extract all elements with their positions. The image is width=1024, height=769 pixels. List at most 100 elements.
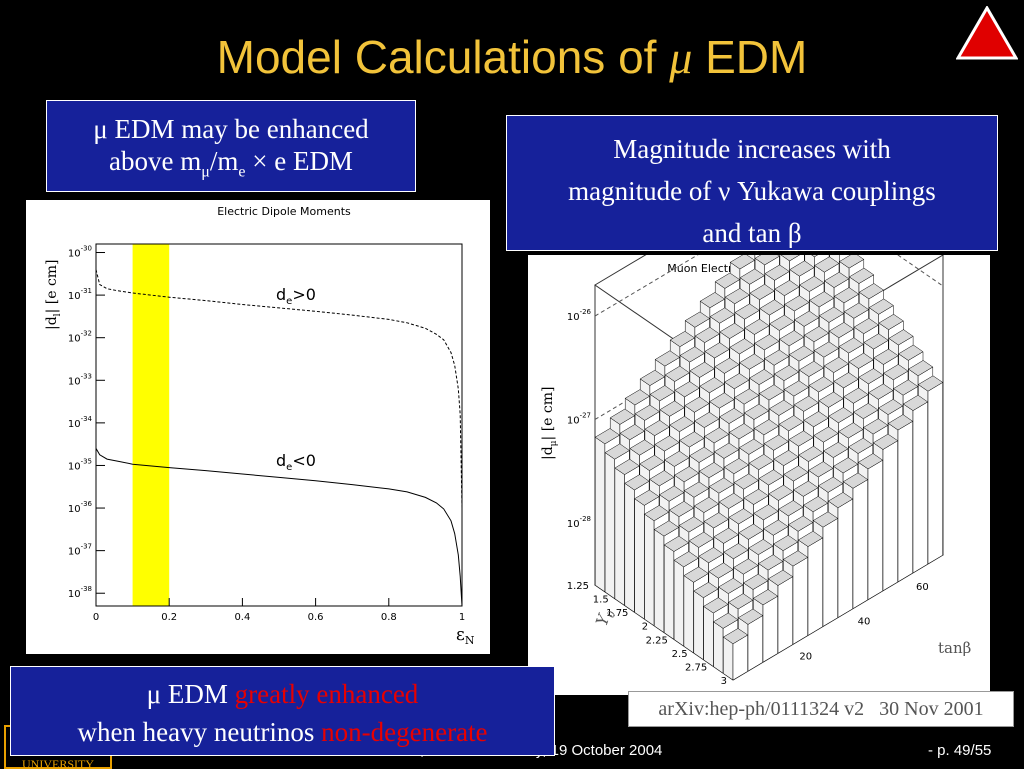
- lego-bar-face: [828, 322, 855, 339]
- lego-bar-face: [704, 427, 730, 444]
- lego-bar-face: [714, 272, 741, 289]
- chart1-title: Electric Dipole Moments: [217, 205, 351, 218]
- lego-bar-face: [784, 295, 810, 312]
- lego-bar-face: [744, 318, 770, 335]
- lego-bar-face: [604, 443, 630, 460]
- y-tick-label: 2.25: [646, 635, 668, 646]
- y-tick-label: 10-35: [68, 457, 92, 472]
- lego-bar-face: [868, 298, 894, 315]
- lego-bar-face: [639, 454, 665, 471]
- lego-bar-face: [698, 547, 724, 564]
- lego-bar-face: [812, 511, 839, 528]
- lego-bar-face: [863, 333, 889, 350]
- lego-bar-face: [743, 403, 770, 420]
- lego-bar-face: [594, 436, 606, 593]
- lego-bar-face: [752, 589, 779, 606]
- lego-bar-face: [803, 411, 829, 428]
- lego-bar-face: [609, 408, 636, 425]
- lego-bar-face: [808, 461, 834, 478]
- lego-bar-face: [798, 445, 824, 462]
- lego-bar-face: [833, 457, 859, 474]
- callout-line: μ EDM may be enhanced: [93, 114, 369, 144]
- lego-bar-face: [873, 348, 899, 365]
- lego-bar-face: [733, 473, 759, 490]
- edm-line-chart: Electric Dipole Moments 0 0.2 0.4 0.6 0.8 1 10-…: [44, 205, 475, 647]
- lego-bar-face: [743, 573, 769, 590]
- lego-bar-face: [649, 470, 675, 487]
- lego-bar-face: [683, 575, 694, 654]
- lego-bar-face: [813, 426, 839, 443]
- lego-bar-face: [833, 372, 859, 389]
- lego-bar-face: [778, 415, 804, 432]
- citation: arXiv:hep-ph/0111324 v2 30 Nov 2001: [628, 691, 1014, 727]
- lego-bar-face: [818, 306, 845, 323]
- lego-bar-face: [634, 498, 645, 620]
- lego-bars: [594, 175, 944, 681]
- lego-bar-face: [858, 368, 884, 385]
- lego-bar-face: [908, 360, 934, 377]
- chart1-frame: [95, 243, 463, 607]
- lego-bar-face: [783, 380, 810, 397]
- lego-bar-face: [769, 314, 795, 331]
- lego-bar-face: [792, 556, 808, 645]
- lego-bar-face: [917, 375, 944, 392]
- lego-bar-face: [768, 484, 794, 501]
- series-line-1: [95, 269, 463, 509]
- lego-bar-face: [853, 403, 879, 419]
- lego-bar-face: [713, 621, 724, 674]
- lego-bar-face: [898, 344, 924, 361]
- lego-bar-face: [763, 519, 789, 536]
- lego-bar-face: [777, 576, 793, 654]
- y-tick-label: 10-33: [68, 372, 92, 387]
- lego-bar-face: [848, 352, 874, 369]
- lego-bar-face: [724, 373, 750, 390]
- lego-bar-face: [614, 467, 625, 606]
- lego-bar-face: [654, 350, 681, 367]
- lego-bar-face: [878, 314, 904, 330]
- x-tick-label: 0.6: [308, 612, 324, 623]
- lego-bar-face: [803, 326, 830, 343]
- lego-bar-face: [659, 485, 685, 502]
- nav-up-triangle-icon[interactable]: [956, 6, 1018, 62]
- edm-line-chart-panel: Electric Dipole Moments 0 0.2 0.4 0.6 0.8 1 10-…: [26, 200, 490, 654]
- logo-text: UNIVERSITY: [22, 757, 94, 769]
- lego-bar-face: [788, 345, 815, 362]
- x-tick-label: 20: [799, 651, 812, 662]
- lego-bar-face: [718, 492, 744, 509]
- lego-bar-face: [683, 481, 710, 498]
- lego-bar-face: [649, 385, 675, 402]
- y-tick-label: 2.75: [685, 662, 707, 673]
- lego-bar-face: [703, 512, 729, 529]
- lego-bar-face: [809, 291, 835, 308]
- yellow-band: [132, 244, 170, 606]
- lego-bar-face: [758, 554, 784, 571]
- lego-bar-face: [843, 302, 870, 319]
- lego-bar-face: [669, 331, 696, 347]
- muon-edm-lego-chart: Muon Electric Dipole Moment10-2610-2710-…: [540, 159, 971, 687]
- lego-bar-face: [594, 428, 621, 445]
- callout-line: Magnitude increases with: [613, 134, 891, 164]
- callout-line: above mμ/me × e EDM: [109, 146, 353, 181]
- lego-bar-face: [644, 505, 670, 522]
- lego-bar-face: [799, 275, 825, 292]
- lego-bar-face: [793, 480, 819, 497]
- lego-bar-face: [794, 310, 820, 327]
- lego-bar-face: [848, 267, 875, 284]
- lego-bar-face: [689, 446, 715, 463]
- page-number: - p. 49/55: [928, 742, 992, 759]
- lego-bar-face: [703, 605, 714, 667]
- lego-bar-face: [719, 322, 745, 339]
- lego-bar-face: [728, 508, 754, 525]
- lego-bar-face: [654, 435, 680, 452]
- lego-bar-face: [624, 474, 650, 491]
- y-tick-label: 1.25: [567, 581, 589, 592]
- lego-bar-face: [639, 369, 666, 386]
- lego-bar-face: [823, 441, 849, 458]
- lego-bar-face: [684, 396, 710, 413]
- lego-bar-face: [843, 387, 869, 404]
- lego-bar-face: [738, 438, 765, 455]
- y-tick-label: 10-37: [68, 543, 92, 558]
- series-line-2: [95, 448, 463, 607]
- lego-bar-face: [833, 287, 860, 304]
- lego-bar-face: [709, 307, 735, 324]
